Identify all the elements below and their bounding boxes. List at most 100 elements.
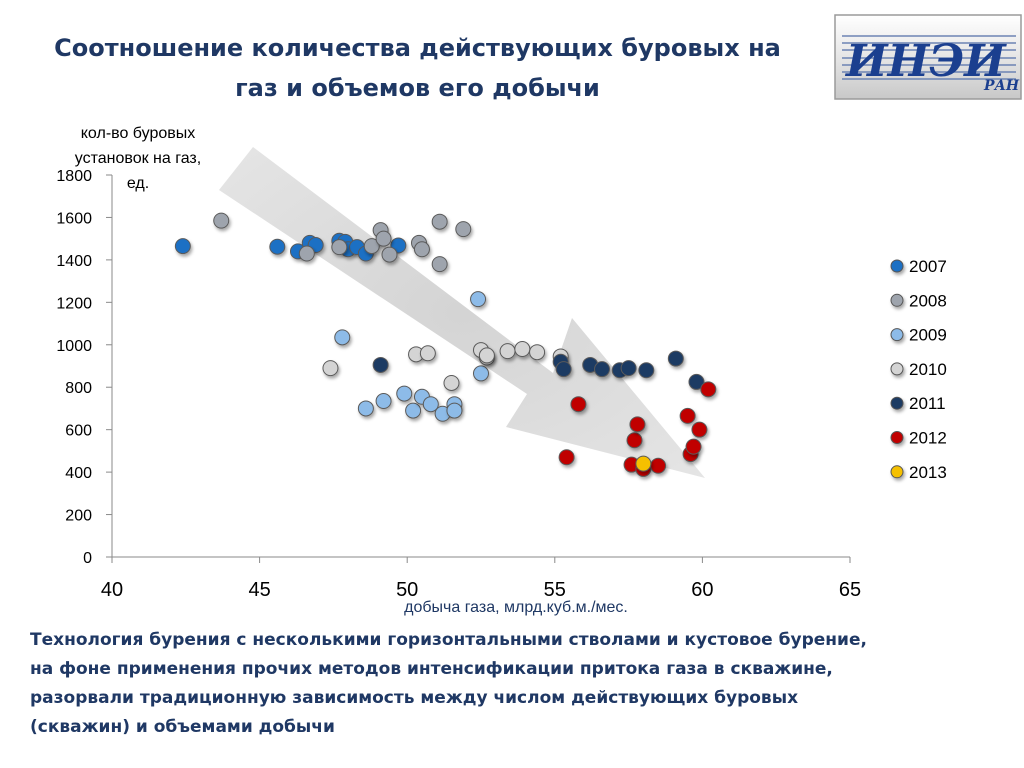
data-point-2012 [650, 457, 667, 474]
legend-marker [890, 465, 904, 479]
x-tick-label: 55 [544, 579, 566, 601]
series-2012 [558, 381, 717, 477]
data-point-2012 [558, 449, 575, 466]
legend-item-2010: 2010 [890, 360, 947, 379]
y-tick-label: 1000 [56, 338, 92, 355]
axes [111, 175, 850, 558]
data-point-2012 [626, 432, 643, 449]
data-point-2009 [375, 393, 392, 410]
footer-text: Технология бурения с несколькими горизон… [30, 626, 1005, 742]
data-point-2008 [431, 213, 448, 230]
logo-text: ИНЭИ [844, 36, 1007, 87]
legend-marker [890, 396, 904, 410]
footer-line-3: разорвали традиционную зависимость между… [30, 688, 799, 708]
y-axis-label-line-3: ед. [127, 175, 149, 192]
x-tick-label: 65 [839, 579, 861, 601]
footer-line-1: Технология бурения с несколькими горизон… [30, 630, 867, 650]
footer-line-2: на фоне применения прочих методов интенс… [30, 659, 833, 679]
data-point-2008 [298, 245, 315, 262]
data-point-2009 [334, 329, 351, 346]
data-point-2010 [419, 345, 436, 362]
logo-subtext: РАН [983, 78, 1020, 94]
data-point-2008 [431, 256, 448, 273]
data-point-2008 [363, 238, 380, 255]
data-point-2012 [629, 416, 646, 433]
title-line-2: газ и объемов его добычи [235, 74, 600, 102]
data-point-2010 [443, 374, 460, 391]
data-point-2012 [679, 407, 696, 424]
x-tick-label: 45 [248, 579, 270, 601]
data-point-2011 [620, 360, 637, 377]
data-points [174, 212, 717, 477]
legend-marker [890, 328, 904, 342]
data-point-2007 [269, 238, 286, 255]
data-point-2009 [473, 365, 489, 382]
series-2009 [334, 291, 489, 422]
data-point-2007 [174, 238, 191, 255]
data-point-2008 [381, 246, 398, 263]
y-axis-label-line-2: установок на газ, [75, 150, 201, 167]
data-point-2010 [529, 344, 546, 361]
legend-marker [890, 362, 904, 376]
data-point-2010 [499, 343, 516, 360]
data-point-2012 [685, 438, 702, 455]
legend-item-2007: 2007 [890, 257, 947, 276]
y-tick-label: 400 [65, 465, 92, 482]
footer-line-4: (скважин) и объемами добычи [30, 717, 335, 737]
data-point-2009 [446, 402, 463, 419]
page-title: Соотношение количества действующих буров… [20, 28, 815, 108]
legend-label: 2012 [909, 429, 947, 448]
data-point-2008 [213, 212, 230, 229]
legend-item-2008: 2008 [890, 291, 947, 310]
legend-marker [890, 293, 904, 307]
y-tick-label: 0 [83, 550, 92, 567]
y-tick-label: 1400 [56, 253, 92, 270]
legend-label: 2009 [909, 326, 947, 345]
data-point-2008 [413, 241, 430, 258]
title-line-1: Соотношение количества действующих буров… [54, 34, 781, 62]
legend-item-2011: 2011 [890, 394, 946, 413]
series-2011 [372, 350, 705, 390]
y-tick-label: 600 [65, 423, 92, 440]
data-point-2010 [478, 347, 495, 364]
data-point-2010 [322, 360, 339, 377]
legend-item-2013: 2013 [890, 463, 947, 482]
y-tick-label: 200 [65, 508, 92, 525]
data-point-2012 [570, 396, 587, 413]
data-point-2011 [594, 361, 611, 378]
legend-item-2012: 2012 [890, 429, 947, 448]
y-ticks: 0 200 400 600 800 1000 1200 1400 1600 1800 [56, 168, 112, 567]
data-point-2009 [405, 402, 422, 419]
logo-graphic: ИНЭИ РАН [834, 14, 1022, 100]
legend-item-2009: 2009 [890, 326, 947, 345]
data-point-2009 [396, 385, 413, 402]
y-axis-label-line-1: кол-во буровых [81, 125, 195, 142]
legend-marker [890, 431, 904, 444]
series-2010 [322, 341, 569, 391]
data-point-2011 [667, 350, 684, 367]
data-point-2012 [691, 421, 708, 438]
y-tick-label: 800 [65, 380, 92, 397]
legend-label: 2013 [909, 463, 947, 482]
data-point-2008 [331, 239, 348, 256]
legend-label: 2008 [909, 291, 947, 310]
trend-arrow [219, 147, 705, 478]
data-point-2008 [455, 221, 472, 238]
data-point-2013 [635, 455, 652, 472]
legend-label: 2010 [909, 360, 947, 379]
y-tick-label: 1200 [56, 295, 92, 312]
legend-label: 2011 [909, 394, 946, 413]
y-tick-label: 1600 [56, 210, 92, 227]
data-point-2011 [372, 356, 389, 373]
data-point-2011 [638, 362, 655, 379]
ineiran-logo: ИНЭИ РАН [834, 14, 1022, 100]
series-2008 [213, 212, 472, 273]
legend: 2007 2008 2009 2010 2011 2012 2013 [890, 257, 947, 482]
data-point-2009 [357, 400, 374, 417]
data-point-2008 [375, 230, 392, 247]
x-tick-label: 40 [101, 579, 123, 601]
data-point-2012 [700, 381, 717, 398]
data-point-2010 [514, 341, 531, 358]
x-tick-label: 50 [396, 579, 418, 601]
